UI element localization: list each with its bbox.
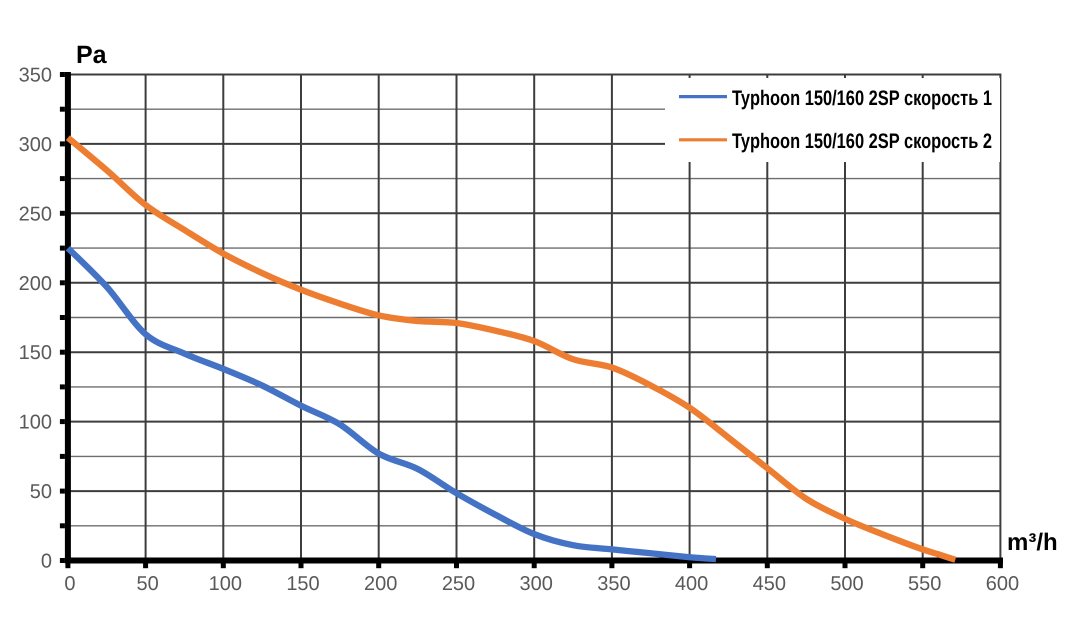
svg-text:150: 150 xyxy=(286,573,319,595)
svg-text:0: 0 xyxy=(64,573,75,595)
svg-text:600: 600 xyxy=(986,573,1019,595)
svg-text:450: 450 xyxy=(753,573,786,595)
svg-text:200: 200 xyxy=(364,573,397,595)
svg-text:m³/h: m³/h xyxy=(1007,529,1058,556)
svg-text:150: 150 xyxy=(19,342,52,364)
svg-text:Pa: Pa xyxy=(76,41,108,69)
svg-text:Typhoon 150/160 2SP скорость 2: Typhoon 150/160 2SP скорость 2 xyxy=(732,130,992,153)
svg-text:0: 0 xyxy=(41,551,52,573)
svg-text:Typhoon 150/160 2SP скорость 1: Typhoon 150/160 2SP скорость 1 xyxy=(732,87,992,110)
svg-text:200: 200 xyxy=(19,273,52,295)
svg-text:250: 250 xyxy=(19,203,52,225)
svg-text:50: 50 xyxy=(136,573,158,595)
svg-text:100: 100 xyxy=(19,412,52,434)
svg-text:500: 500 xyxy=(830,573,863,595)
svg-text:50: 50 xyxy=(30,481,52,503)
svg-text:400: 400 xyxy=(675,573,708,595)
svg-text:550: 550 xyxy=(908,573,941,595)
svg-text:250: 250 xyxy=(442,573,475,595)
svg-text:350: 350 xyxy=(597,573,630,595)
svg-text:350: 350 xyxy=(19,65,52,87)
svg-text:100: 100 xyxy=(209,573,242,595)
svg-text:300: 300 xyxy=(19,134,52,156)
svg-text:300: 300 xyxy=(520,573,553,595)
